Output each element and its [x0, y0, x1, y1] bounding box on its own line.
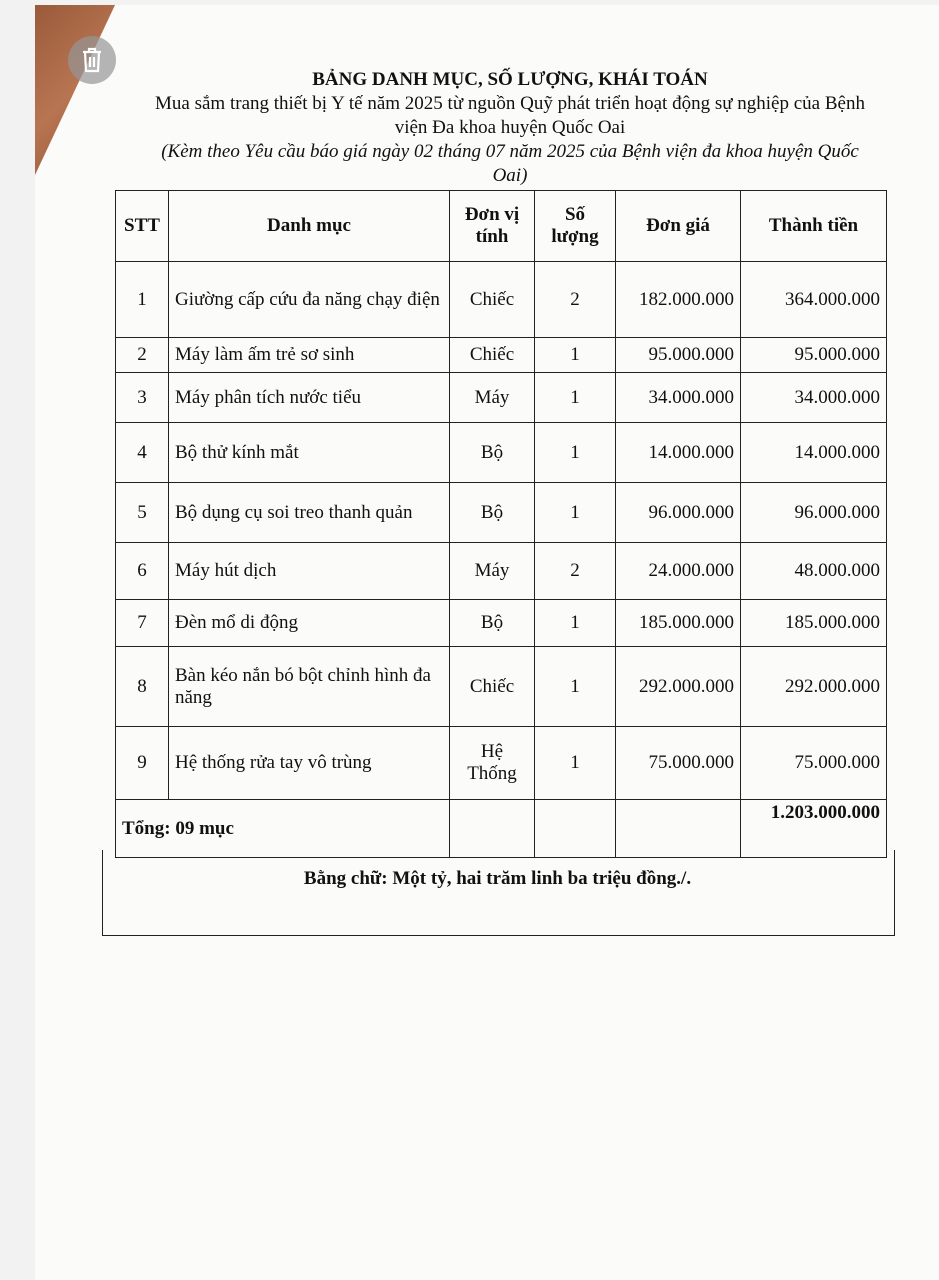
- cell-unit: Chiếc: [449, 337, 535, 373]
- delete-button[interactable]: [68, 36, 116, 84]
- table-row: 6 Máy hút dịch Máy 2 24.000.000 48.000.000: [115, 542, 887, 600]
- cell-unit: Máy: [449, 372, 535, 423]
- cell-name: Bộ thử kính mắt: [168, 422, 450, 483]
- cell-qty: 1: [534, 482, 616, 543]
- cell-unit: Bộ: [449, 482, 535, 543]
- cell-total: 364.000.000: [740, 261, 887, 338]
- cell-unit: Hệ Thống: [449, 726, 535, 800]
- empty-cell: [534, 799, 616, 858]
- cell-stt: 4: [115, 422, 169, 483]
- cell-stt: 9: [115, 726, 169, 800]
- col-stt: STT: [115, 190, 169, 262]
- cell-name: Máy phân tích nước tiểu: [168, 372, 450, 423]
- cell-price: 14.000.000: [615, 422, 741, 483]
- cell-price: 34.000.000: [615, 372, 741, 423]
- cell-total: 185.000.000: [740, 599, 887, 647]
- cell-qty: 2: [534, 261, 616, 338]
- cell-stt: 8: [115, 646, 169, 727]
- cell-unit: Chiếc: [449, 646, 535, 727]
- cell-stt: 6: [115, 542, 169, 600]
- cell-total: 75.000.000: [740, 726, 887, 800]
- cell-name: Giường cấp cứu đa năng chạy điện: [168, 261, 450, 338]
- equipment-table: STT Danh mục Đơn vị tính Số lượng Đơn gi…: [115, 190, 887, 858]
- table-row: 4 Bộ thử kính mắt Bộ 1 14.000.000 14.000.000: [115, 422, 887, 483]
- total-label: Tổng: 09 mục: [115, 799, 450, 858]
- cell-total: 14.000.000: [740, 422, 887, 483]
- cell-stt: 7: [115, 599, 169, 647]
- col-total: Thành tiền: [740, 190, 887, 262]
- table-row: 7 Đèn mổ di động Bộ 1 185.000.000 185.000.000: [115, 599, 887, 647]
- empty-cell: [615, 799, 741, 858]
- cell-total: 48.000.000: [740, 542, 887, 600]
- trash-icon: [83, 47, 101, 73]
- cell-qty: 2: [534, 542, 616, 600]
- col-price: Đơn giá: [615, 190, 741, 262]
- cell-unit: Máy: [449, 542, 535, 600]
- amount-in-words: Bằng chữ: Một tỷ, hai trăm linh ba triệu…: [303, 868, 692, 889]
- cell-total: 95.000.000: [740, 337, 887, 373]
- cell-price: 185.000.000: [615, 599, 741, 647]
- cell-unit: Chiếc: [449, 261, 535, 338]
- cell-name: Máy làm ấm trẻ sơ sinh: [168, 337, 450, 373]
- table-row: 5 Bộ dụng cụ soi treo thanh quản Bộ 1 96.000…: [115, 482, 887, 543]
- cell-qty: 1: [534, 599, 616, 647]
- cell-unit: Bộ: [449, 422, 535, 483]
- cell-qty: 1: [534, 422, 616, 483]
- cell-qty: 1: [534, 726, 616, 800]
- cell-qty: 1: [534, 337, 616, 373]
- table-row: 1 Giường cấp cứu đa năng chạy điện Chiếc 2 1…: [115, 261, 887, 338]
- document-title: BẢNG DANH MỤC, SỐ LƯỢNG, KHÁI TOÁN: [312, 69, 708, 90]
- cell-unit: Bộ: [449, 599, 535, 647]
- document-note: (Kèm theo Yêu cầu báo giá ngày 02 tháng …: [161, 141, 859, 186]
- cell-price: 95.000.000: [615, 337, 741, 373]
- table-row: 9 Hệ thống rửa tay vô trùng Hệ Thống 1 75.00…: [115, 726, 887, 800]
- in-words-box: [102, 850, 895, 936]
- cell-stt: 3: [115, 372, 169, 423]
- cell-total: 96.000.000: [740, 482, 887, 543]
- document-header: BẢNG DANH MỤC, SỐ LƯỢNG, KHÁI TOÁN Mua s…: [150, 68, 870, 188]
- cell-price: 24.000.000: [615, 542, 741, 600]
- table-header-row: STT Danh mục Đơn vị tính Số lượng Đơn gi…: [115, 190, 887, 262]
- col-unit: Đơn vị tính: [449, 190, 535, 262]
- table-row: 8 Bàn kéo nắn bó bột chỉnh hình đa năng Ch…: [115, 646, 887, 727]
- table-row: 3 Máy phân tích nước tiểu Máy 1 34.000.000 34…: [115, 372, 887, 423]
- table-row: 2 Máy làm ấm trẻ sơ sinh Chiếc 1 95.000.000 9…: [115, 337, 887, 373]
- total-row: Tổng: 09 mục 1.203.000.000: [115, 799, 887, 858]
- cell-price: 75.000.000: [615, 726, 741, 800]
- cell-name: Bàn kéo nắn bó bột chỉnh hình đa năng: [168, 646, 450, 727]
- cell-stt: 2: [115, 337, 169, 373]
- cell-stt: 5: [115, 482, 169, 543]
- cell-total: 292.000.000: [740, 646, 887, 727]
- cell-price: 292.000.000: [615, 646, 741, 727]
- document-subtitle: Mua sắm trang thiết bị Y tế năm 2025 từ …: [155, 93, 865, 138]
- cell-stt: 1: [115, 261, 169, 338]
- cell-name: Máy hút dịch: [168, 542, 450, 600]
- cell-name: Bộ dụng cụ soi treo thanh quản: [168, 482, 450, 543]
- cell-name: Đèn mổ di động: [168, 599, 450, 647]
- cell-qty: 1: [534, 646, 616, 727]
- cell-price: 96.000.000: [615, 482, 741, 543]
- col-qty: Số lượng: [534, 190, 616, 262]
- cell-qty: 1: [534, 372, 616, 423]
- cell-price: 182.000.000: [615, 261, 741, 338]
- col-name: Danh mục: [168, 190, 450, 262]
- grand-total: 1.203.000.000: [740, 799, 887, 858]
- empty-cell: [449, 799, 535, 858]
- cell-total: 34.000.000: [740, 372, 887, 423]
- cell-name: Hệ thống rửa tay vô trùng: [168, 726, 450, 800]
